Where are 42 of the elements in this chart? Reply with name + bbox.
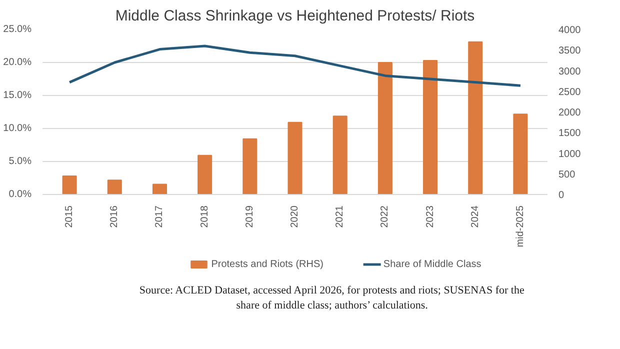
- x-tick-label: 2024: [470, 205, 481, 228]
- line-series: [68, 44, 522, 87]
- x-tick-label: 2020: [290, 205, 300, 228]
- bar: [198, 154, 212, 194]
- bar: [378, 62, 392, 194]
- x-tick-label: 2018: [199, 205, 210, 228]
- bar: [288, 122, 302, 194]
- legend-label: Share of Middle Class: [383, 259, 482, 270]
- bar: [468, 41, 483, 194]
- y2-tick-label: 3000: [558, 66, 582, 78]
- bar: [62, 175, 77, 194]
- bar: [513, 114, 528, 194]
- y2-tick-label: 2500: [558, 86, 582, 98]
- x-tick-label: mid-2025: [514, 205, 526, 248]
- x-tick-label: 2016: [109, 205, 120, 228]
- bar: [242, 138, 258, 194]
- x-tick-label: 2021: [334, 205, 346, 228]
- x-tick-label: 2019: [244, 205, 256, 228]
- y2-tick-label: 1500: [558, 128, 582, 140]
- y-tick-label: 25.0%: [3, 24, 32, 35]
- bar: [152, 184, 167, 194]
- y-tick-label: 0.0%: [8, 189, 32, 200]
- legend-label: Protests and Riots (RHS): [211, 259, 324, 270]
- y2-tick-label: 500: [558, 169, 576, 180]
- y-tick-label: 10.0%: [3, 123, 32, 134]
- chart-title: Middle Class Shrinkage vs Heightened Protests/ Riots: [115, 8, 475, 24]
- y2-tick-label: 4000: [558, 25, 582, 36]
- x-tick-label: 2017: [154, 205, 166, 228]
- y2-tick-label: 0: [558, 190, 564, 201]
- bar: [107, 180, 122, 194]
- y-tick-label: 15.0%: [3, 90, 32, 101]
- y-tick-label: 20.0%: [3, 57, 32, 68]
- y2-tick-label: 3500: [558, 46, 582, 57]
- x-tick-label: 2023: [424, 205, 436, 228]
- x-tick-label: 2022: [380, 205, 391, 228]
- y-tick-label: 5.0%: [8, 156, 32, 167]
- bar: [332, 116, 348, 194]
- y2-tick-label: 1000: [558, 148, 582, 160]
- y2-tick-label: 2000: [558, 108, 582, 118]
- x-tick-label: 2015: [64, 205, 76, 228]
- bar: [423, 60, 438, 194]
- source-note: Source: ACLED Dataset, accessed April 2026, for protests and riots; SUSENAS for the share of middle class; authors’ calculations.: [139, 284, 524, 312]
